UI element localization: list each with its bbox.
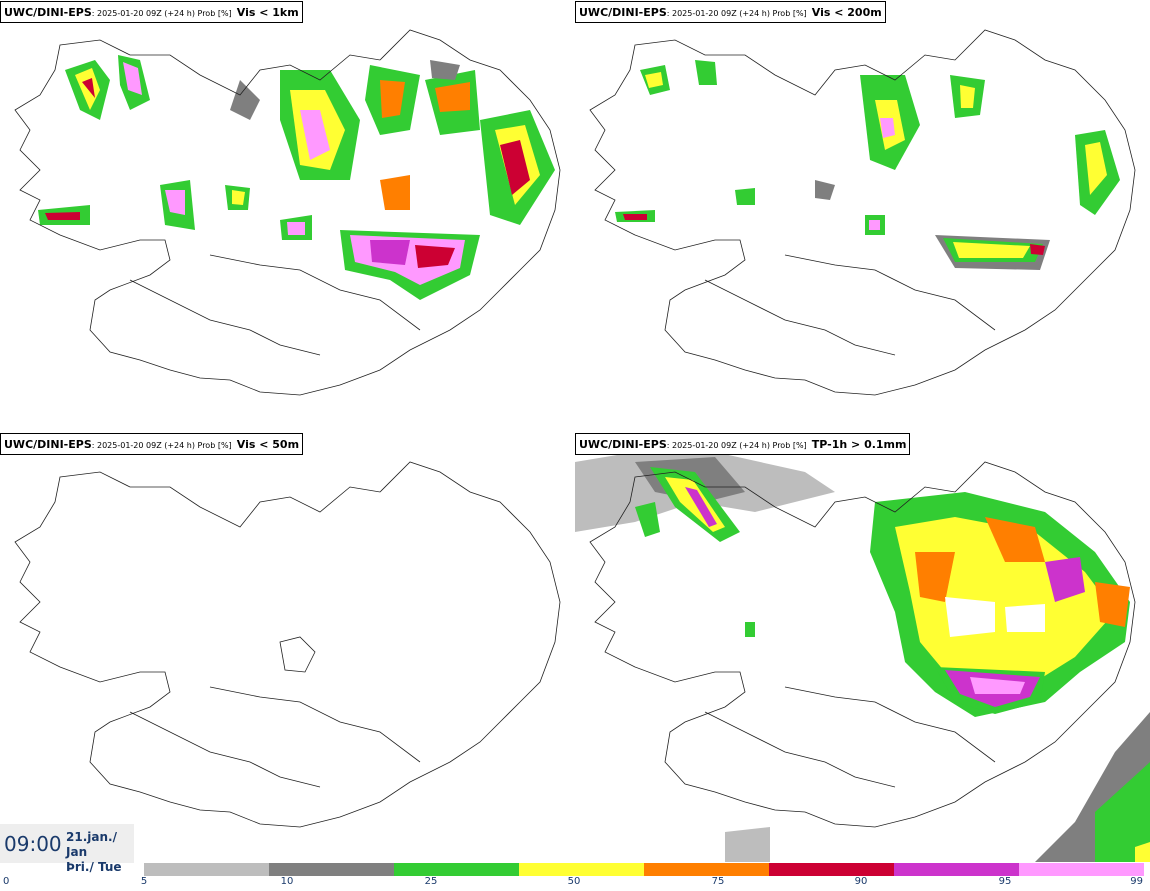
legend-swatch <box>1019 863 1144 876</box>
panel-title: UWC/DINI-EPS: 2025-01-20 09Z (+24 h) Pro… <box>575 1 886 23</box>
probability-field <box>615 60 1120 270</box>
map-panel-vis-1km: UWC/DINI-EPS: 2025-01-20 09Z (+24 h) Pro… <box>0 0 575 430</box>
iceland-map <box>589 29 1136 396</box>
valid-time-box: 09:00 21.jan./ Jan Þri./ Tue <box>0 824 134 874</box>
valid-time: 09:00 <box>4 832 62 856</box>
iceland-map <box>575 452 1150 862</box>
coastline <box>589 461 1136 828</box>
coastline <box>589 29 1136 396</box>
legend-tick-label: 75 <box>711 876 725 887</box>
color-legend: 0 5 10 25 50 75 90 95 99 <box>0 862 1150 891</box>
legend-tick-label: 95 <box>998 876 1012 887</box>
probability-field <box>575 452 1150 862</box>
legend-tick-label: 10 <box>280 876 294 887</box>
legend-tick-label: 25 <box>424 876 438 887</box>
legend-tick-label: 50 <box>567 876 581 887</box>
legend-swatch <box>644 863 769 876</box>
panel-title: UWC/DINI-EPS: 2025-01-20 09Z (+24 h) Pro… <box>575 433 911 455</box>
legend-tick-label: 99 <box>1130 876 1143 887</box>
legend-bar <box>144 863 1144 876</box>
legend-swatch <box>894 863 1019 876</box>
legend-swatch <box>519 863 644 876</box>
legend-swatch <box>269 863 394 876</box>
legend-tick-label: 90 <box>854 876 868 887</box>
legend-tick-label: 0 <box>3 876 10 887</box>
valid-date-line1: 21.jan./ Jan <box>66 830 117 859</box>
iceland-map <box>14 461 561 828</box>
legend-swatch <box>144 863 269 876</box>
legend-tick-label: 5 <box>140 876 148 887</box>
coastline <box>14 461 561 828</box>
legend-swatch <box>394 863 519 876</box>
valid-date: 21.jan./ Jan Þri./ Tue <box>66 830 134 875</box>
iceland-map <box>14 29 561 396</box>
map-panel-vis-50m: UWC/DINI-EPS: 2025-01-20 09Z (+24 h) Pro… <box>0 432 575 862</box>
panel-title: UWC/DINI-EPS: 2025-01-20 09Z (+24 h) Pro… <box>0 433 304 455</box>
legend-swatch <box>769 863 894 876</box>
map-panel-tp-1h: UWC/DINI-EPS: 2025-01-20 09Z (+24 h) Pro… <box>575 432 1150 862</box>
map-panel-vis-200m: UWC/DINI-EPS: 2025-01-20 09Z (+24 h) Pro… <box>575 0 1150 430</box>
coastline <box>14 29 561 396</box>
probability-field <box>38 55 555 300</box>
panel-title: UWC/DINI-EPS: 2025-01-20 09Z (+24 h) Pro… <box>0 1 303 23</box>
valid-date-line2: Þri./ Tue <box>66 860 122 874</box>
